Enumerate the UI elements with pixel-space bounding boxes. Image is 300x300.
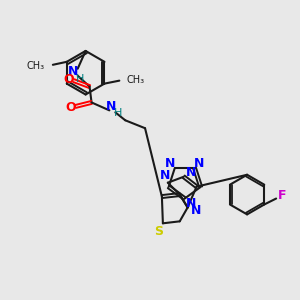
Text: N: N [68, 65, 78, 78]
Text: H: H [114, 108, 122, 118]
Text: N: N [190, 204, 201, 217]
Text: CH₃: CH₃ [27, 61, 45, 71]
Text: S: S [154, 225, 164, 238]
Text: N: N [165, 157, 175, 169]
Text: N: N [160, 169, 170, 182]
Text: H: H [76, 74, 84, 84]
Text: CH₃: CH₃ [126, 75, 144, 85]
Text: N: N [106, 100, 116, 113]
Text: N: N [185, 166, 196, 179]
Text: F: F [278, 189, 286, 202]
Text: O: O [63, 73, 74, 86]
Text: N: N [185, 197, 196, 210]
Text: O: O [65, 101, 76, 114]
Text: N: N [194, 157, 205, 169]
